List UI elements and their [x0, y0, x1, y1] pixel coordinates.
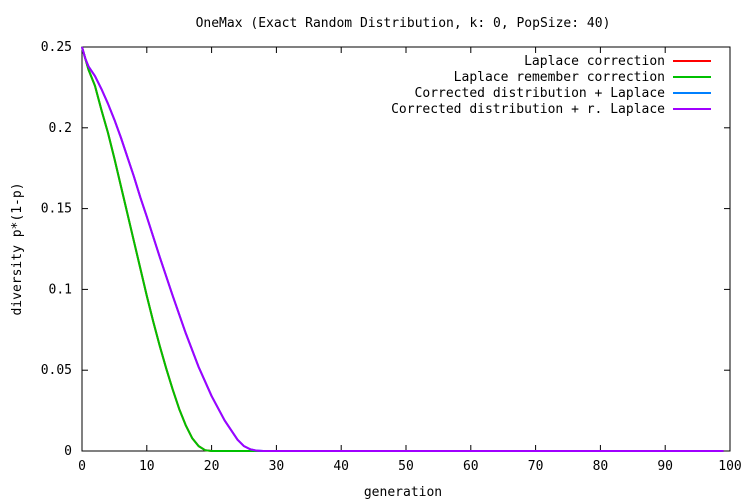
x-tick-label: 0: [78, 459, 86, 474]
y-axis-label: diversity p*(1-p): [10, 182, 25, 315]
y-axis: 0 0.05 0.1 0.15 0.2 0.25: [41, 40, 730, 459]
y-tick-label: 0.15: [41, 202, 72, 217]
y-tick-label: 0.2: [49, 121, 72, 136]
x-axis-label: generation: [364, 485, 442, 500]
x-tick-label: 60: [463, 459, 479, 474]
x-axis: 0 10 20 30 40 50 60 70 80 90 100: [78, 47, 742, 474]
series-layer: [81, 46, 724, 452]
x-tick-label: 40: [333, 459, 349, 474]
chart-title: OneMax (Exact Random Distribution, k: 0,…: [196, 16, 611, 31]
legend-label: Laplace correction: [524, 54, 665, 69]
x-tick-label: 10: [139, 459, 155, 474]
y-tick-label: 0.25: [41, 40, 72, 55]
x-tick-label: 50: [398, 459, 414, 474]
legend-label: Corrected distribution + r. Laplace: [391, 102, 665, 117]
series-line-4: [81, 46, 724, 452]
x-tick-label: 90: [657, 459, 673, 474]
legend-label: Corrected distribution + Laplace: [415, 86, 666, 101]
x-tick-label: 30: [269, 459, 285, 474]
x-tick-label: 100: [718, 459, 741, 474]
y-tick-label: 0: [64, 444, 72, 459]
x-tick-label: 80: [593, 459, 609, 474]
x-tick-label: 70: [528, 459, 544, 474]
y-tick-label: 0.1: [49, 282, 72, 297]
legend-label: Laplace remember correction: [454, 70, 665, 85]
x-tick-label: 20: [204, 459, 220, 474]
y-tick-label: 0.05: [41, 363, 72, 378]
